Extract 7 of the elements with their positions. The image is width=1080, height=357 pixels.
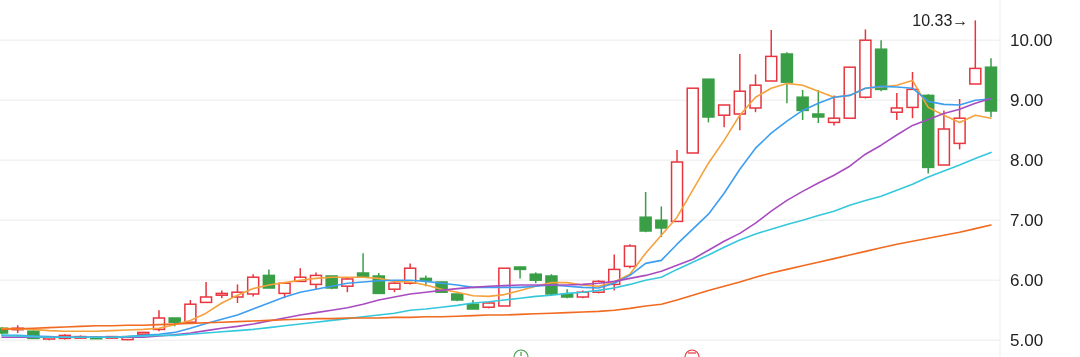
y-tick-label: 5.00	[1010, 331, 1044, 351]
annotation: 10.33→	[912, 12, 969, 30]
y-tick-label: 6.00	[1010, 271, 1044, 291]
y-tick-label: 9.00	[1010, 91, 1044, 111]
y-tick-label: 8.00	[1010, 151, 1044, 171]
y-tick-label: 10.00	[1010, 31, 1053, 51]
y-tick-label: 7.00	[1010, 211, 1044, 231]
